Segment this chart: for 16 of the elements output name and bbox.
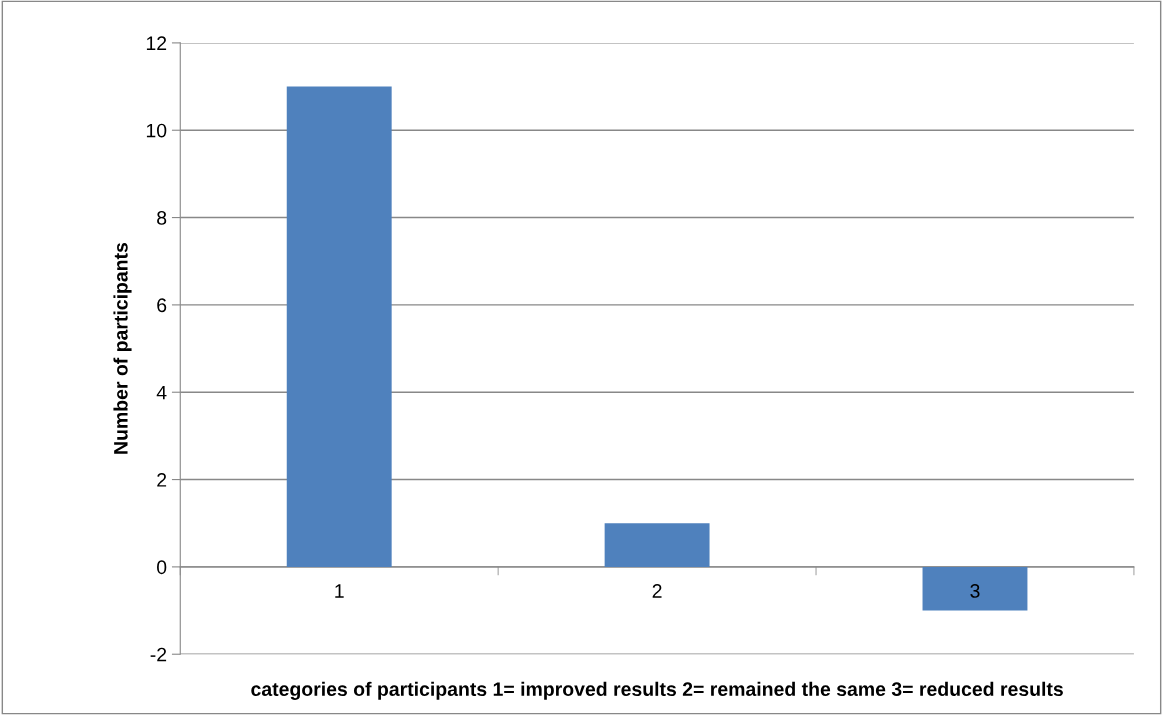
- y-tick-label: -2: [150, 647, 167, 662]
- y-tick-label: 8: [157, 211, 167, 225]
- y-tick-label: 12: [146, 36, 167, 50]
- bar: [286, 86, 392, 567]
- bar: [922, 566, 1028, 611]
- y-axis-title: Number of participants: [113, 242, 132, 454]
- x-tick-label: 1: [335, 584, 344, 598]
- y-tick-label: 10: [146, 123, 167, 138]
- x-axis-title: categories of participants 1= improved results 2= remained the same 3= reduced results: [251, 681, 1063, 700]
- bar: [604, 523, 710, 567]
- y-tick-label: 2: [157, 473, 167, 487]
- x-tick-label: 3: [970, 584, 980, 598]
- x-tick-label: 2: [652, 584, 662, 598]
- y-tick-label: 4: [156, 385, 167, 400]
- y-tick-label: 0: [157, 560, 167, 575]
- y-tick-label: 6: [157, 298, 167, 313]
